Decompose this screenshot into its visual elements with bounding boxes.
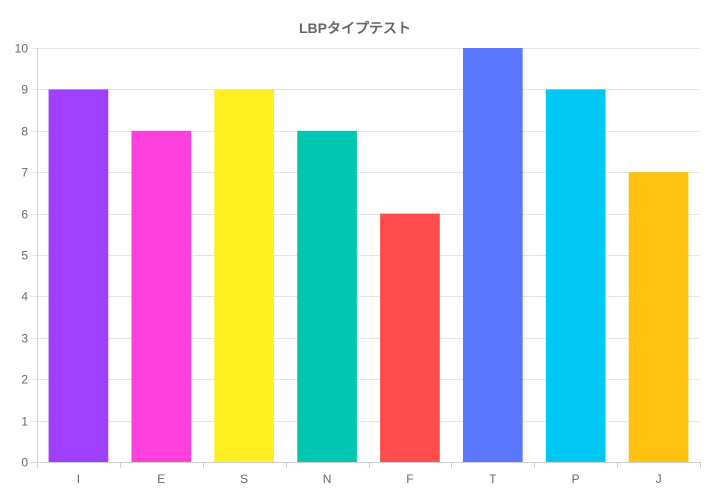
y-tick-label: 8 bbox=[21, 125, 28, 139]
y-tick-label: 7 bbox=[21, 166, 28, 180]
y-tick-label: 3 bbox=[21, 332, 28, 346]
bar-f[interactable] bbox=[380, 213, 440, 462]
x-tick-label: E bbox=[157, 472, 165, 486]
y-tick-label: 9 bbox=[21, 83, 28, 97]
bar-i[interactable] bbox=[48, 89, 109, 463]
y-tick-label: 4 bbox=[21, 290, 28, 304]
x-tick-label: T bbox=[489, 472, 497, 486]
bar-s[interactable] bbox=[214, 89, 275, 463]
y-axis-tick-labels: 0 1 2 3 4 5 6 7 8 9 10 bbox=[15, 42, 29, 470]
bar-j[interactable] bbox=[628, 172, 689, 462]
x-tick-label: N bbox=[323, 472, 332, 486]
bar-n[interactable] bbox=[297, 130, 357, 463]
x-tick-label: S bbox=[240, 472, 248, 486]
bar-series bbox=[48, 48, 689, 463]
y-tick-label: 6 bbox=[21, 208, 28, 222]
y-tick-label: 1 bbox=[21, 415, 28, 429]
bar-t[interactable] bbox=[462, 48, 523, 462]
y-tick-label: 5 bbox=[21, 249, 28, 263]
bar-e[interactable] bbox=[131, 130, 192, 463]
x-tick-label: P bbox=[572, 472, 580, 486]
y-tick-label: 2 bbox=[21, 373, 28, 387]
x-tick-label: I bbox=[77, 472, 80, 486]
y-tick-label: 0 bbox=[21, 456, 28, 470]
x-tick-label: J bbox=[656, 472, 662, 486]
x-tick-label: F bbox=[406, 472, 413, 486]
chart-title: LBPタイプテスト bbox=[299, 20, 411, 36]
bar-p[interactable] bbox=[545, 89, 606, 463]
y-tick-label: 10 bbox=[15, 42, 29, 56]
